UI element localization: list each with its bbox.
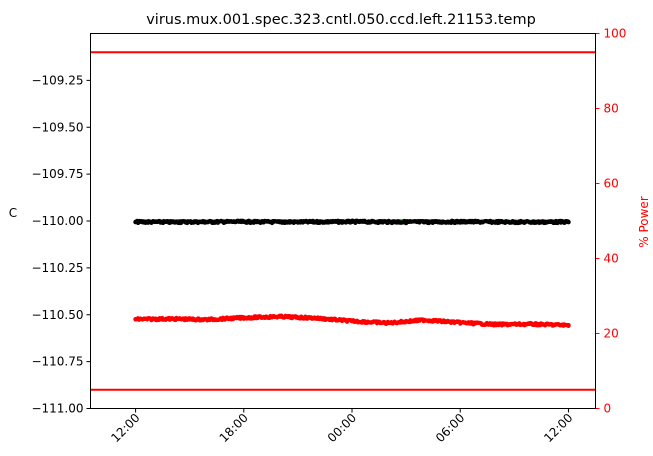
data-point bbox=[530, 219, 535, 225]
data-point bbox=[277, 219, 283, 225]
data-point bbox=[205, 219, 211, 225]
data-point bbox=[349, 318, 355, 324]
data-point bbox=[421, 317, 427, 323]
left-tick-label: −109.50 bbox=[31, 120, 83, 134]
data-point bbox=[313, 219, 319, 225]
data-point bbox=[133, 316, 138, 322]
right-tick-label: 40 bbox=[604, 252, 619, 266]
data-point bbox=[457, 219, 463, 225]
data-point bbox=[241, 219, 247, 225]
data-point bbox=[385, 320, 391, 326]
left-tick-label: −109.75 bbox=[31, 167, 83, 181]
data-point bbox=[457, 320, 463, 325]
data-point bbox=[241, 315, 247, 321]
data-point bbox=[205, 317, 211, 322]
data-point bbox=[494, 219, 499, 225]
series-markers-group bbox=[133, 218, 571, 226]
data-point bbox=[313, 315, 319, 321]
series-markers-group bbox=[133, 313, 571, 329]
right-tick-label: 80 bbox=[604, 102, 619, 116]
right-tick-label: 20 bbox=[604, 327, 619, 341]
data-point bbox=[530, 321, 535, 327]
data-point bbox=[421, 219, 427, 225]
right-tick-label: 100 bbox=[604, 27, 627, 41]
plot-area bbox=[90, 51, 596, 391]
data-point bbox=[494, 322, 499, 327]
left-tick-label: −110.75 bbox=[31, 355, 83, 369]
left-axis-label: C bbox=[9, 206, 17, 220]
left-tick-label: −110.25 bbox=[31, 261, 83, 275]
data-point bbox=[566, 219, 571, 225]
data-point bbox=[566, 322, 571, 328]
left-tick-label: −111.00 bbox=[31, 402, 83, 416]
data-point bbox=[169, 316, 174, 322]
right-axis: 0 20 40 60 80 100 bbox=[595, 27, 627, 416]
left-tick-label: −109.25 bbox=[31, 73, 83, 87]
right-tick-label: 60 bbox=[604, 177, 619, 191]
left-tick-label: −110.50 bbox=[31, 308, 83, 322]
plot-frame bbox=[90, 33, 596, 409]
data-point bbox=[385, 219, 391, 225]
right-axis-label: % Power bbox=[637, 196, 651, 248]
data-point bbox=[133, 219, 138, 225]
chart-title: virus.mux.001.spec.323.cntl.050.ccd.left… bbox=[146, 12, 536, 28]
data-point bbox=[349, 219, 355, 225]
left-axis: −111.00 −110.75 −110.50 −110.25 −110.00 −109.… bbox=[31, 73, 91, 416]
right-tick-label: 0 bbox=[604, 402, 612, 416]
data-point bbox=[169, 219, 174, 225]
left-tick-label: −110.00 bbox=[31, 214, 83, 228]
data-point bbox=[277, 314, 283, 319]
